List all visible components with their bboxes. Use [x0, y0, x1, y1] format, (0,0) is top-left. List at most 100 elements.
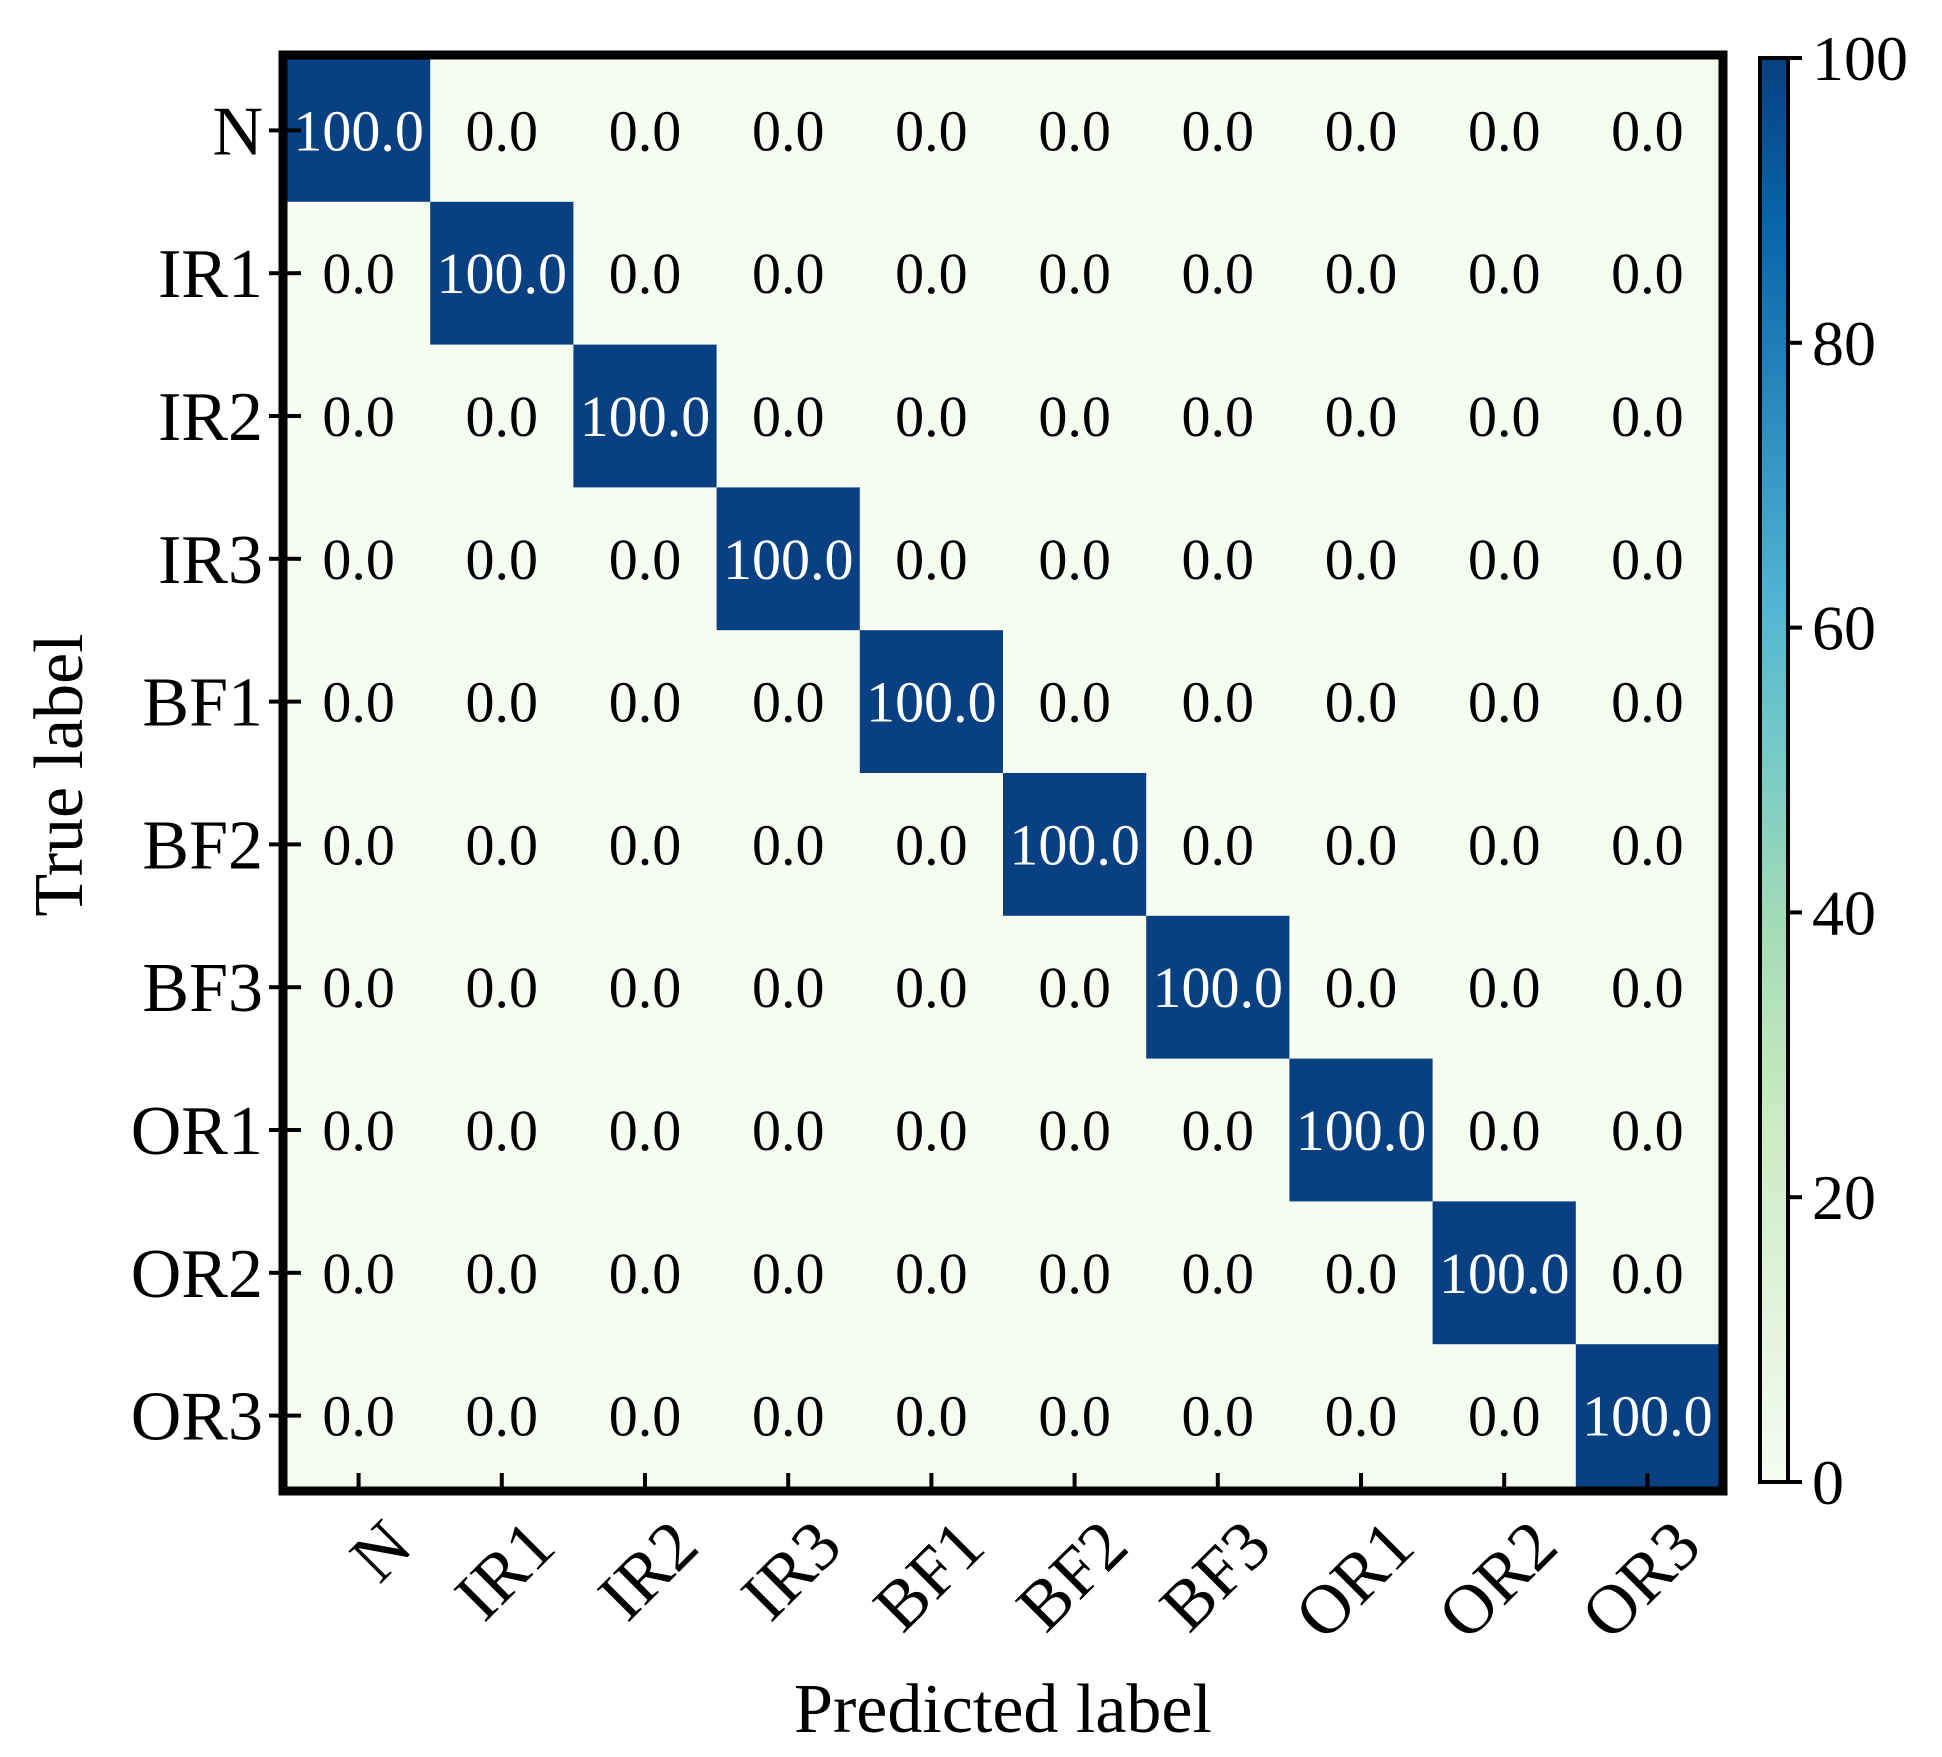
cell-value-label: 0.0 — [466, 1384, 539, 1449]
colorbar-tick-label: 100 — [1812, 23, 1908, 94]
colorbar-frame — [1758, 56, 1790, 1484]
cell-value-label: 0.0 — [1611, 1098, 1684, 1163]
cell-value-label: 0.0 — [322, 527, 395, 592]
heatmap-cell — [573, 487, 718, 631]
heatmap-cell — [430, 201, 574, 346]
cell-value-label: 0.0 — [1038, 1098, 1111, 1163]
cell-value-label: 0.0 — [895, 1384, 968, 1449]
cell-value-label: 0.0 — [1182, 98, 1255, 163]
cell-value-label: 0.0 — [895, 98, 968, 163]
heatmap-cell — [1575, 1344, 1720, 1488]
heatmap-cell — [1432, 1201, 1577, 1345]
heatmap-cell — [716, 773, 861, 917]
cell-value-label: 100.0 — [1296, 1098, 1427, 1163]
cell-value-label: 0.0 — [466, 1098, 539, 1163]
plot-frame — [278, 50, 1728, 1496]
cell-value-label: 0.0 — [1325, 241, 1398, 306]
cell-value-label: 0.0 — [752, 812, 825, 877]
colorbar-tick-label: 80 — [1812, 308, 1876, 379]
cell-value-label: 0.0 — [895, 241, 968, 306]
heatmap-cell — [1146, 59, 1290, 203]
cell-value-label: 0.0 — [1611, 241, 1684, 306]
heatmap-cell — [573, 915, 718, 1060]
y-tick-label: BF1 — [142, 665, 263, 742]
heatmap-cell — [1003, 773, 1147, 917]
heatmap-cell — [287, 487, 431, 631]
cell-value-label: 0.0 — [322, 1241, 395, 1306]
heatmap-cell — [573, 1058, 718, 1202]
colorbar-tick-label: 60 — [1812, 593, 1876, 664]
cell-value-label: 0.0 — [609, 527, 682, 592]
heatmap-cell — [1289, 1058, 1434, 1202]
cell-value-label: 0.0 — [1611, 384, 1684, 449]
cell-value-label: 0.0 — [1038, 384, 1111, 449]
heatmap-cell — [1432, 630, 1577, 774]
cell-value-label: 0.0 — [1611, 527, 1684, 592]
cell-value-label: 0.0 — [609, 241, 682, 306]
cell-value-label: 0.0 — [895, 1098, 968, 1163]
cell-value-label: 0.0 — [466, 670, 539, 735]
heatmap-cell — [1575, 773, 1720, 917]
cell-value-label: 0.0 — [466, 812, 539, 877]
x-tick-label: OR3 — [1567, 1506, 1715, 1654]
cell-value-label: 0.0 — [895, 1241, 968, 1306]
heatmap-cell — [716, 1344, 861, 1488]
heatmap-cell — [1003, 201, 1147, 346]
cell-value-label: 0.0 — [1325, 812, 1398, 877]
cell-value-label: 100.0 — [866, 670, 997, 735]
cell-value-label: 0.0 — [1038, 527, 1111, 592]
heatmap-cell — [1432, 773, 1577, 917]
cell-value-label: 0.0 — [609, 1241, 682, 1306]
heatmap-cell — [287, 630, 431, 774]
heatmap-cell — [430, 1201, 574, 1345]
cell-value-label: 0.0 — [1468, 1384, 1541, 1449]
heatmap-cell — [1289, 1201, 1434, 1345]
cell-value-label: 0.0 — [895, 527, 968, 592]
cell-value-label: 0.0 — [1325, 1384, 1398, 1449]
heatmap-cell — [1146, 1344, 1290, 1488]
cell-value-label: 0.0 — [322, 384, 395, 449]
cell-value-label: 100.0 — [580, 384, 711, 449]
cell-value-label: 0.0 — [752, 670, 825, 735]
heatmap-cell — [430, 630, 574, 774]
heatmap-cell — [716, 59, 861, 203]
cell-value-label: 100.0 — [1009, 812, 1140, 877]
x-tick-label: BF1 — [859, 1506, 999, 1646]
y-tick-label: OR2 — [131, 1236, 263, 1313]
cell-value-label: 0.0 — [322, 955, 395, 1020]
heatmap-cell — [1289, 1344, 1434, 1488]
heatmap-cell — [1003, 915, 1147, 1060]
heatmap-cell — [1289, 344, 1434, 488]
cell-value-label: 100.0 — [437, 241, 568, 306]
cell-value-label: 0.0 — [1038, 241, 1111, 306]
cell-value-label: 0.0 — [752, 241, 825, 306]
x-tick-label: IR3 — [727, 1506, 856, 1635]
cell-value-label: 0.0 — [322, 1384, 395, 1449]
cell-value-label: 0.0 — [1325, 527, 1398, 592]
cell-value-label: 100.0 — [1153, 955, 1284, 1020]
cell-value-label: 0.0 — [609, 812, 682, 877]
heatmap-cell — [1289, 201, 1434, 346]
heatmap-cell — [1432, 1058, 1577, 1202]
heatmap-cell — [573, 344, 718, 488]
heatmap-cell — [573, 59, 718, 203]
heatmap-cell — [1432, 915, 1577, 1060]
heatmap-cell — [1003, 1058, 1147, 1202]
x-axis-label: Predicted label — [794, 1671, 1212, 1748]
cell-value-label: 0.0 — [1038, 670, 1111, 735]
heatmap-cell — [1146, 915, 1290, 1060]
cell-value-label: 0.0 — [322, 812, 395, 877]
y-tick-label: IR2 — [158, 379, 263, 456]
heatmap-cell — [430, 59, 574, 203]
cell-value-label: 0.0 — [752, 1098, 825, 1163]
heatmap-cell — [859, 773, 1004, 917]
heatmap-cell — [1146, 1201, 1290, 1345]
colorbar-tick-label: 20 — [1812, 1162, 1876, 1233]
cell-value-label: 0.0 — [1182, 241, 1255, 306]
cell-value-label: 0.0 — [1325, 1241, 1398, 1306]
cell-value-label: 0.0 — [1182, 1384, 1255, 1449]
x-tick-label: OR2 — [1424, 1506, 1572, 1654]
cell-value-label: 0.0 — [895, 812, 968, 877]
cell-value-label: 0.0 — [1038, 98, 1111, 163]
cell-value-label: 0.0 — [1468, 384, 1541, 449]
